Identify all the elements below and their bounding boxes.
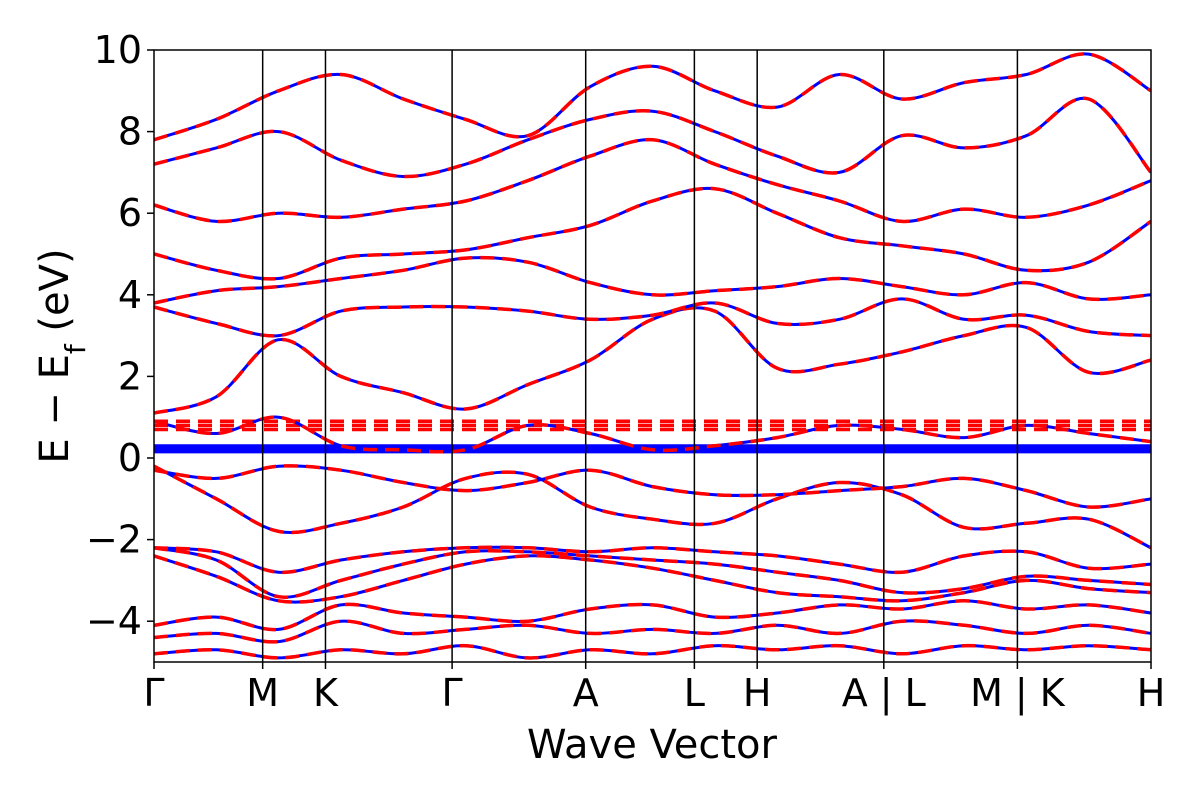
x-tick-label: H bbox=[1137, 671, 1166, 715]
x-tick-label: H bbox=[743, 671, 772, 715]
y-axis-title-subscript: f bbox=[59, 343, 92, 354]
y-axis-ticks: 10 8 6 4 2 0 −2 −4 bbox=[86, 28, 154, 643]
band-line-dft bbox=[154, 599, 1151, 632]
x-tick-label: A | L bbox=[842, 671, 926, 716]
y-tick-label: 10 bbox=[94, 28, 142, 72]
band-line-model bbox=[154, 52, 1151, 142]
y-axis-title-unit: (eV) bbox=[32, 248, 78, 344]
x-tick-label: K bbox=[313, 671, 339, 715]
band-line-dft bbox=[154, 644, 1151, 660]
y-tick-label: 4 bbox=[118, 273, 142, 317]
y-tick-label: −4 bbox=[86, 599, 142, 643]
band-line-model bbox=[154, 545, 1151, 575]
band-line-dft bbox=[154, 546, 1151, 599]
y-tick-label: 2 bbox=[118, 354, 142, 398]
y-axis-title-main: E − E bbox=[32, 354, 78, 464]
band-line-model bbox=[154, 306, 1151, 415]
x-tick-label: A bbox=[573, 671, 599, 715]
y-tick-label: 6 bbox=[118, 191, 142, 235]
y-tick-label: 8 bbox=[118, 110, 142, 154]
x-axis-title: Wave Vector bbox=[527, 722, 778, 768]
x-tick-label: Γ bbox=[442, 671, 463, 715]
band-line-model bbox=[154, 415, 1151, 454]
bands-layer bbox=[154, 52, 1151, 660]
x-tick-label: Γ bbox=[143, 671, 164, 715]
band-line-model bbox=[154, 186, 1151, 281]
band-line-dft bbox=[154, 52, 1151, 142]
band-line-model bbox=[154, 546, 1151, 599]
band-line-model bbox=[154, 599, 1151, 632]
band-line-model bbox=[154, 554, 1151, 604]
band-line-dft bbox=[154, 464, 1151, 550]
high-symmetry-lines bbox=[261, 50, 1019, 662]
x-tick-label: L bbox=[684, 671, 705, 715]
band-line-dft bbox=[154, 96, 1151, 179]
band-line-model bbox=[154, 619, 1151, 644]
y-tick-label: 0 bbox=[118, 436, 142, 480]
band-line-model bbox=[154, 138, 1151, 224]
y-tick-label: −2 bbox=[86, 518, 142, 562]
plot-frame bbox=[153, 49, 1152, 663]
band-line-model bbox=[154, 297, 1151, 338]
band-line-model bbox=[154, 255, 1151, 305]
band-line-model bbox=[154, 464, 1151, 509]
x-tick-label: M | K bbox=[970, 671, 1066, 716]
band-line-dft bbox=[154, 306, 1151, 415]
band-line-dft bbox=[154, 138, 1151, 223]
band-line-dft bbox=[154, 619, 1151, 644]
band-line-model bbox=[154, 464, 1151, 550]
y-axis-title: E − Ef (eV) bbox=[32, 248, 92, 463]
x-tick-label: M bbox=[246, 671, 279, 715]
